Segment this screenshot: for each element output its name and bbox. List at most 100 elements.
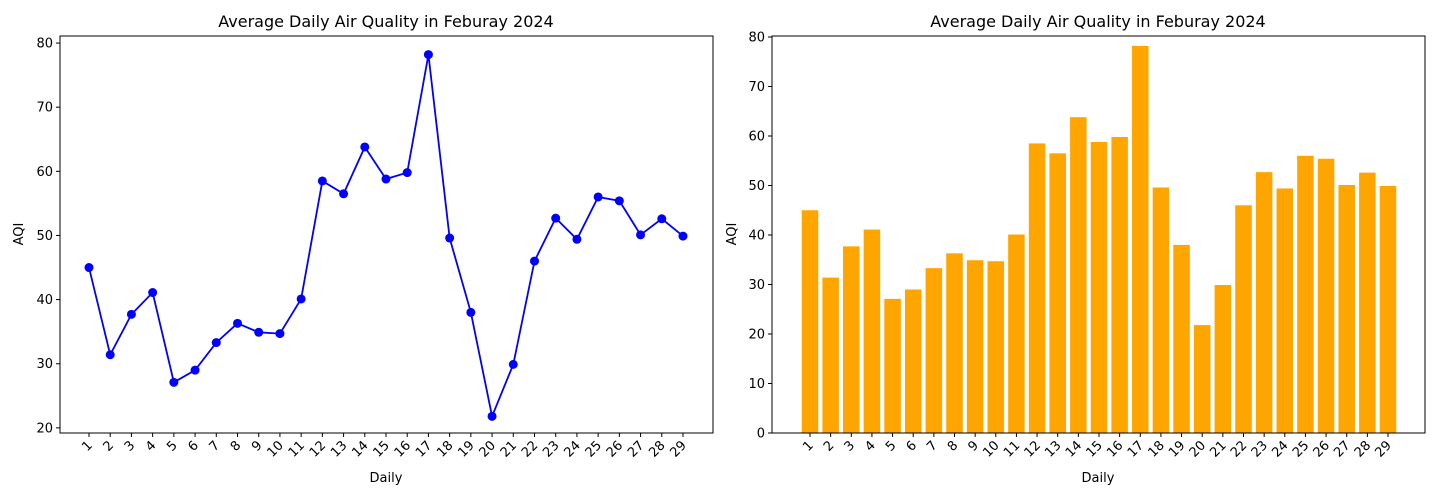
bar-chart-ytick-label: 10	[748, 377, 765, 392]
bar	[1028, 143, 1046, 433]
bar	[1193, 325, 1211, 433]
line-chart-xtick-label: 13	[328, 438, 350, 460]
bar-chart-xtick-label: 19	[1166, 438, 1188, 460]
line-point	[423, 50, 433, 60]
bar-chart-xtick-label: 24	[1269, 438, 1291, 460]
bar-chart-xtick-label: 2	[821, 438, 837, 454]
line-point	[211, 338, 221, 348]
bar-chart-ylabel: AQI	[725, 223, 740, 246]
bar-chart-title: Average Daily Air Quality in Feburay 202…	[930, 12, 1265, 31]
line-chart-xtick-label: 28	[646, 438, 668, 460]
line-chart-xtick-label: 10	[264, 438, 286, 460]
bar-chart-xtick-label: 17	[1125, 438, 1147, 460]
line-chart-xtick-label: 27	[625, 438, 647, 460]
line-point	[317, 176, 327, 186]
line-chart-xtick-label: 7	[207, 438, 223, 454]
line-chart-frame	[59, 35, 714, 434]
bar-chart-xlabel: Daily	[1082, 471, 1115, 486]
line-chart-xtick-label: 20	[477, 438, 499, 460]
line-chart-xtick-label: 8	[228, 438, 244, 454]
line-point	[678, 231, 688, 241]
line-chart-ytick-label: 40	[36, 293, 53, 308]
line-point	[466, 307, 476, 317]
bar-chart-xtick-label: 20	[1187, 438, 1209, 460]
line-chart-xtick-label: 3	[122, 438, 138, 454]
line-chart-xlabel: Daily	[370, 471, 403, 486]
bar-chart-xtick-label: 18	[1145, 438, 1167, 460]
line-point	[657, 214, 667, 224]
bar-chart-xtick-label: 29	[1373, 438, 1395, 460]
bar-chart-ytick-label: 0	[757, 427, 765, 442]
bar	[884, 298, 901, 433]
line-point	[169, 377, 179, 387]
bar-chart-xtick-label: 16	[1104, 438, 1126, 460]
line-point	[339, 189, 349, 199]
line-point	[126, 309, 136, 319]
bar-chart-xtick-label: 12	[1022, 438, 1044, 460]
line-chart-xtick-label: 21	[498, 438, 520, 460]
bar	[843, 246, 860, 433]
bar-chart-ytick-label: 20	[748, 327, 765, 342]
line-chart-xtick-label: 1	[79, 438, 95, 454]
line-point	[614, 196, 624, 206]
bar-chart-xtick-label: 9	[966, 438, 982, 454]
line-point	[551, 213, 561, 223]
line-chart-xtick-label: 24	[561, 438, 583, 460]
bar-chart-xtick-label: 26	[1311, 438, 1333, 460]
bar	[1255, 172, 1273, 434]
line-chart-ytick-label: 30	[36, 357, 53, 372]
bar	[904, 289, 922, 433]
line-chart-xtick-label: 6	[185, 438, 201, 454]
bar-chart-xtick-label: 7	[924, 438, 940, 454]
line-point	[254, 327, 264, 337]
line-point	[296, 294, 306, 304]
bar-chart-xtick-label: 5	[883, 438, 899, 454]
bar	[1338, 184, 1355, 433]
bar	[863, 229, 881, 433]
bar-chart-ytick-label: 60	[748, 129, 765, 144]
line-point	[190, 365, 200, 375]
bar-chart-xtick-label: 1	[800, 438, 816, 454]
bar	[1008, 234, 1025, 433]
line-point	[593, 192, 603, 202]
line-point	[360, 142, 370, 152]
bar	[987, 261, 1005, 433]
bar	[1132, 45, 1149, 434]
line-chart-xtick-label: 11	[286, 438, 308, 460]
bar	[822, 277, 839, 433]
bar-chart-xtick-label: 4	[862, 438, 878, 454]
bar	[1359, 172, 1376, 433]
bar-chart-xtick-label: 10	[980, 438, 1002, 460]
line-chart-xtick-label: 25	[583, 438, 605, 460]
bar-chart-xtick-label: 3	[842, 438, 858, 454]
bar-chart-xtick-label: 22	[1228, 438, 1250, 460]
line-series	[88, 54, 684, 420]
line-chart-xtick-label: 2	[101, 438, 117, 454]
bar	[1235, 205, 1252, 433]
bar-chart-xtick-label: 11	[1001, 438, 1023, 460]
line-point	[445, 233, 455, 243]
line-chart-xtick-label: 9	[249, 438, 265, 454]
line-chart: Average Daily Air Quality in Feburay 202…	[12, 12, 714, 486]
bar	[946, 253, 963, 433]
bar-chart-ytick-label: 70	[748, 80, 765, 95]
line-point	[530, 256, 539, 266]
bar	[1070, 117, 1087, 434]
line-chart-xtick-label: 26	[604, 438, 626, 460]
bar-chart: Average Daily Air Quality in Feburay 202…	[725, 12, 1426, 486]
line-point	[636, 230, 646, 240]
line-chart-xtick-label: 29	[668, 438, 690, 460]
line-chart-xtick-label: 18	[434, 438, 456, 460]
bar	[1214, 284, 1232, 433]
line-point	[233, 318, 242, 328]
bar-chart-xtick-label: 13	[1042, 438, 1064, 460]
bar-chart-ytick-label: 30	[748, 278, 765, 293]
bar-chart-ytick-label: 50	[748, 179, 765, 194]
line-chart-xtick-label: 16	[392, 438, 414, 460]
line-point	[275, 329, 285, 339]
line-chart-xtick-label: 12	[307, 438, 329, 460]
bar-chart-ytick-label: 80	[748, 30, 765, 45]
bar-chart-xtick-label: 8	[945, 438, 961, 454]
